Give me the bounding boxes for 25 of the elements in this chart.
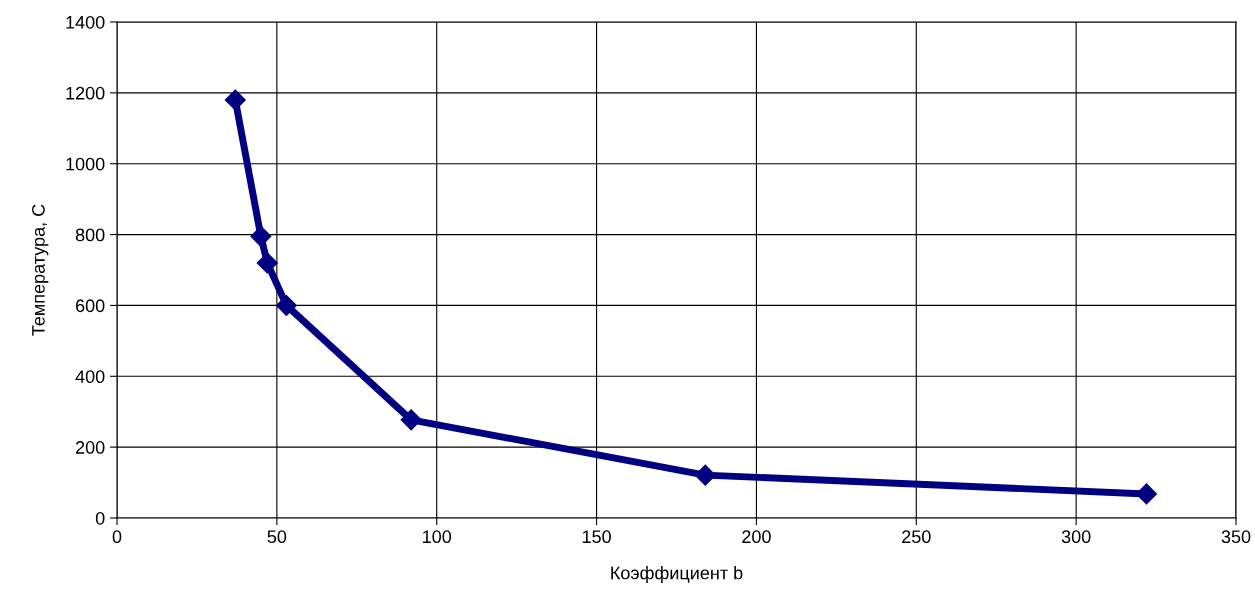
y-tick-label: 400 [75,370,105,384]
y-tick-label: 1000 [66,157,105,171]
point [224,89,246,111]
x-tick-label: 150 [582,530,611,544]
x-tick-label: 350 [1221,530,1251,544]
y-axis-title: Температура, С [32,204,49,336]
point [256,252,278,274]
x-tick-label: 0 [112,530,122,544]
x-tick-label: 200 [742,530,771,544]
y-tick-label: 0 [95,511,105,525]
x-tick-label: 300 [1061,530,1091,544]
x-axis-title: Коэффициент b [611,566,743,583]
y-tick-label: 800 [75,228,105,242]
x-tick-label: 50 [267,530,287,544]
point [250,225,272,247]
y-tick-label: 1400 [66,15,105,29]
point [694,464,716,486]
point [400,409,422,431]
x-tick-label: 100 [423,530,452,544]
point [275,294,297,316]
y-tick-label: 600 [75,299,105,313]
point [1135,483,1157,505]
y-tick-label: 200 [75,441,105,454]
y-tick-label: 1200 [66,86,105,100]
x-tick-label: 250 [902,530,931,544]
